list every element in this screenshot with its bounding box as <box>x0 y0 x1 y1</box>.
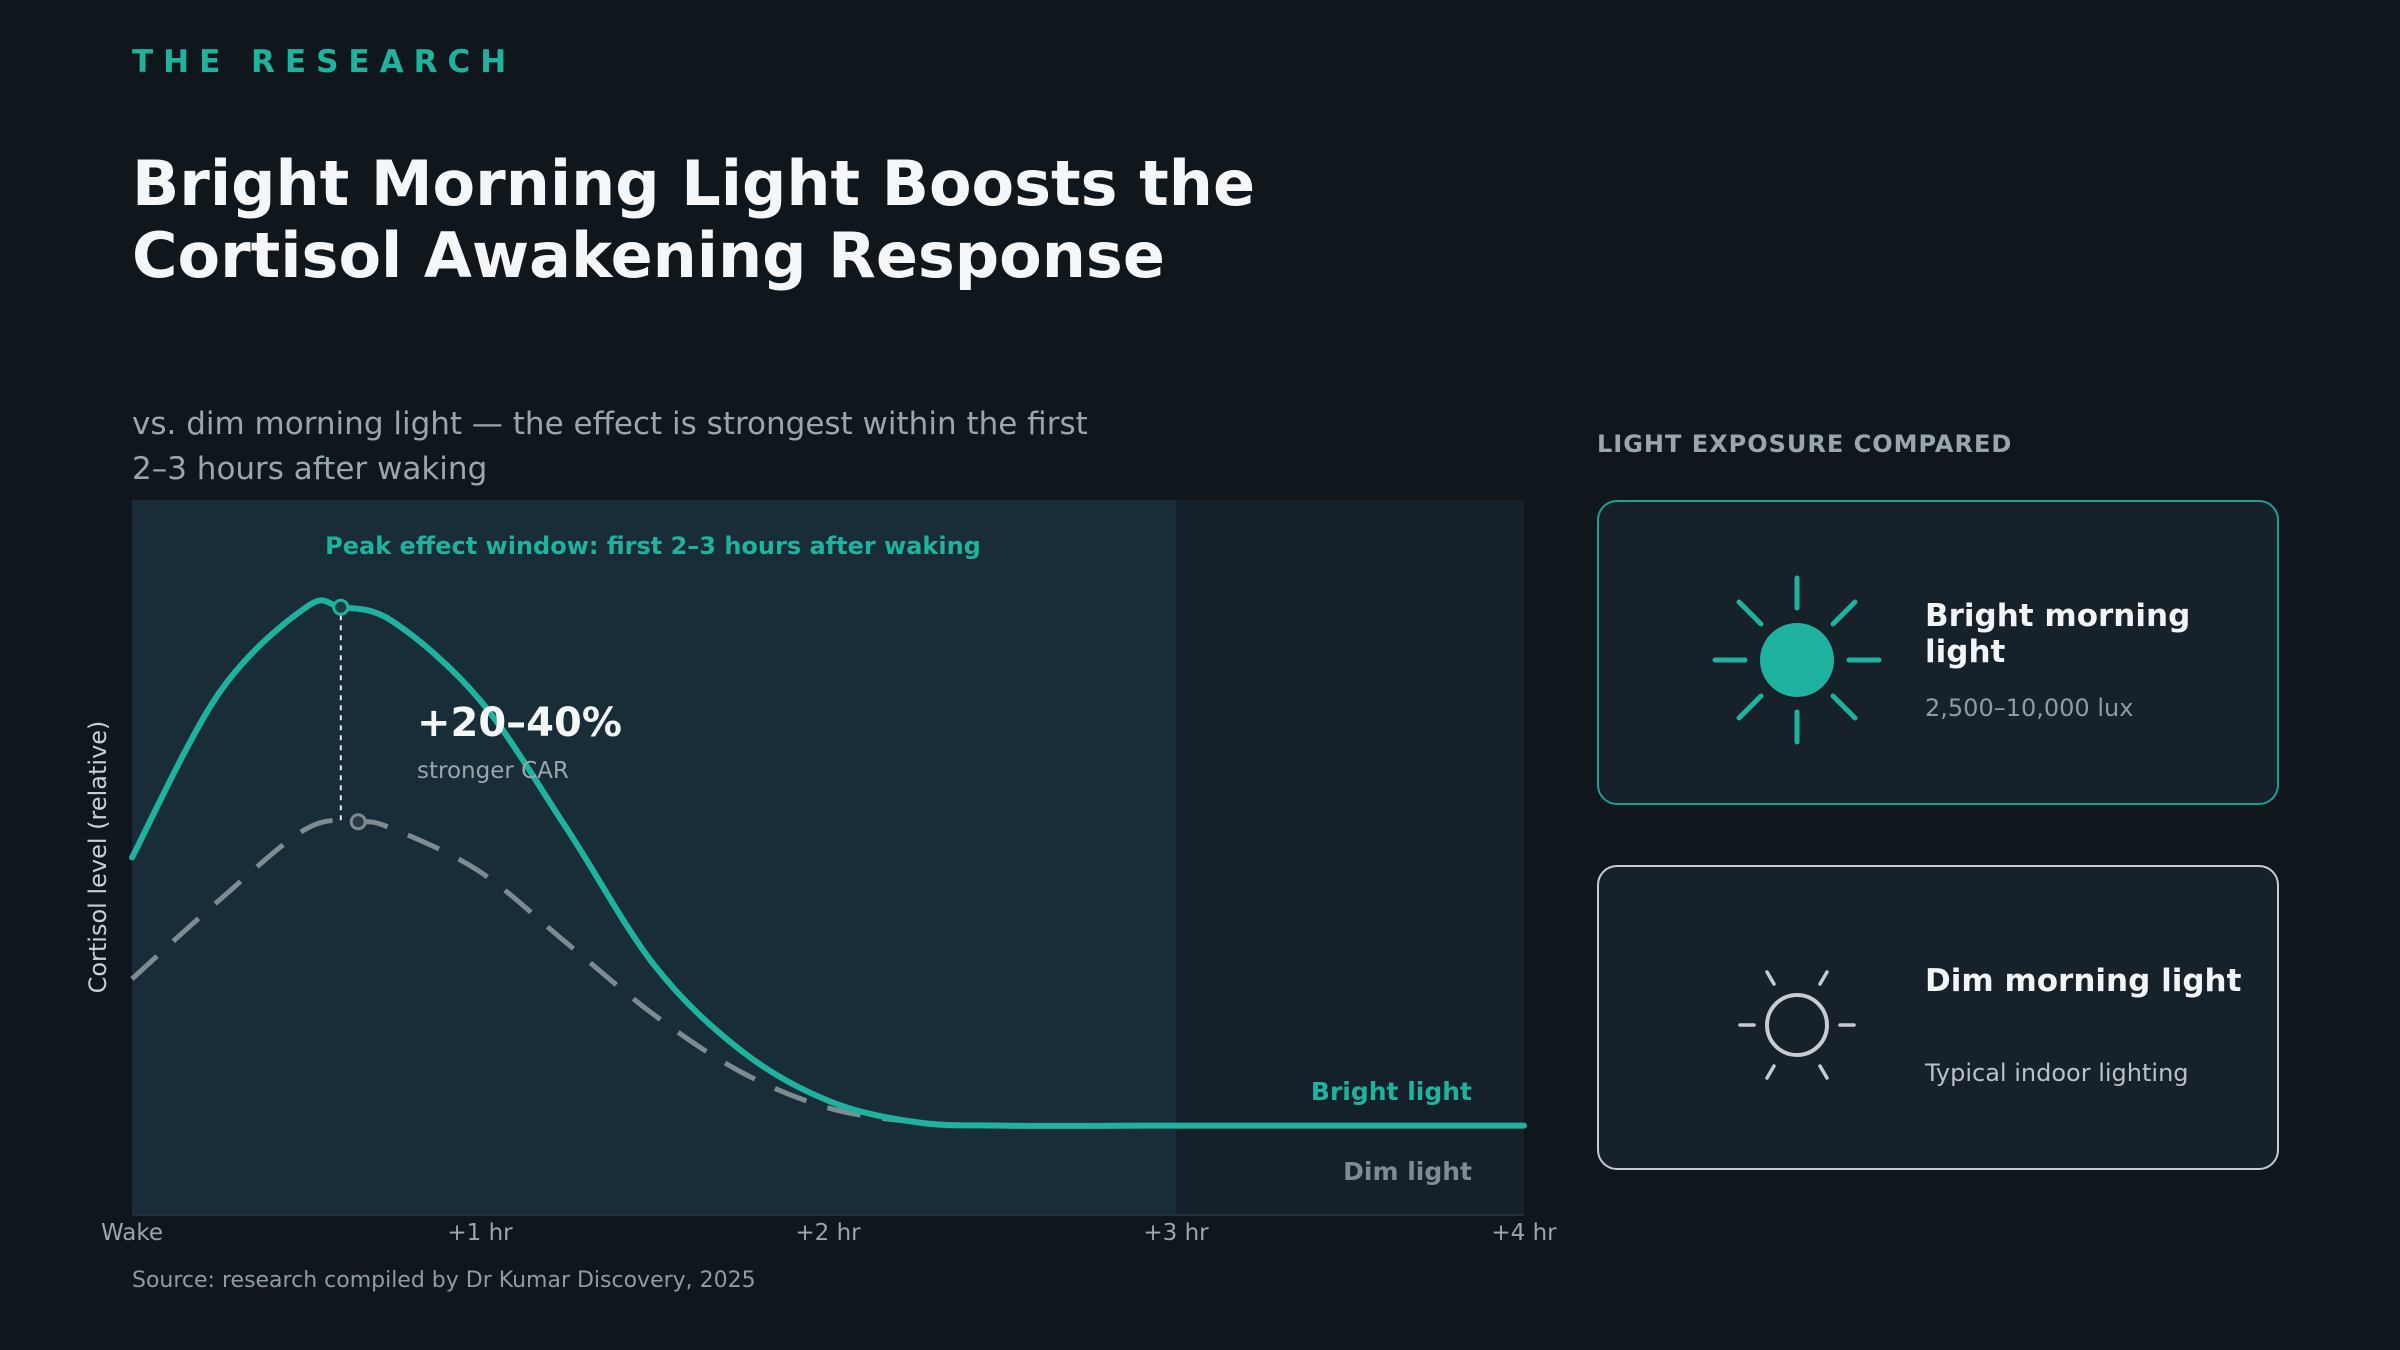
card-dim-light: Dim morning light Typical indoor lightin… <box>1597 865 2279 1170</box>
subtitle-line-2: 2–3 hours after waking <box>132 451 488 487</box>
series-label-bright-light: Bright light <box>1311 1077 1472 1106</box>
cortisol-chart: Peak effect window: first 2–3 hours afte… <box>84 500 1557 1246</box>
x-axis-ticks: Wake +1 hr +2 hr +3 hr +4 hr <box>101 1220 1557 1246</box>
annotation-value: +20–40% <box>417 700 622 746</box>
peak-point-dim-light <box>349 813 367 831</box>
y-axis-label: Cortisol level (relative) <box>84 721 112 994</box>
sun-outline-icon <box>1738 970 1856 1080</box>
page-title-line-2: Cortisol Awakening Response <box>132 219 1165 292</box>
source-citation: Source: research compiled by Dr Kumar Di… <box>132 1268 756 1293</box>
annotation-text: stronger CAR <box>417 758 569 784</box>
subtitle-line-1: vs. dim morning light — the effect is st… <box>132 406 1088 442</box>
sun-filled-icon <box>1712 575 1882 745</box>
x-tick-label: +1 hr <box>447 1220 513 1246</box>
x-tick-label: +2 hr <box>795 1220 861 1246</box>
peak-window-label: Peak effect window: first 2–3 hours afte… <box>325 532 981 560</box>
page-title-line-1: Bright Morning Light Boosts the <box>132 147 1255 220</box>
series-line-bright-light <box>129 597 1527 1129</box>
x-tick-label: Wake <box>101 1220 163 1246</box>
card-bright-subtitle: 2,500–10,000 lux <box>1925 694 2134 722</box>
card-bright-light: Bright morning light 2,500–10,000 lux <box>1597 500 2279 805</box>
page-title: Bright Morning Light Boosts the Cortisol… <box>132 148 1532 292</box>
card-dim-subtitle: Typical indoor lighting <box>1925 1059 2189 1087</box>
x-tick-label: +3 hr <box>1143 1220 1209 1246</box>
series-label-dim-light: Dim light <box>1343 1157 1472 1186</box>
x-tick-label: +4 hr <box>1491 1220 1557 1246</box>
sidebar-heading: LIGHT EXPOSURE COMPARED <box>1597 430 2013 458</box>
peak-point-bright-light <box>332 598 350 616</box>
page-subtitle: vs. dim morning light — the effect is st… <box>132 402 1182 492</box>
card-bright-title: Bright morning light <box>1925 598 2191 670</box>
eyebrow-label: THE RESEARCH <box>132 44 517 80</box>
card-dim-title: Dim morning light <box>1925 963 2242 999</box>
peak-window-shading <box>132 500 1176 1215</box>
